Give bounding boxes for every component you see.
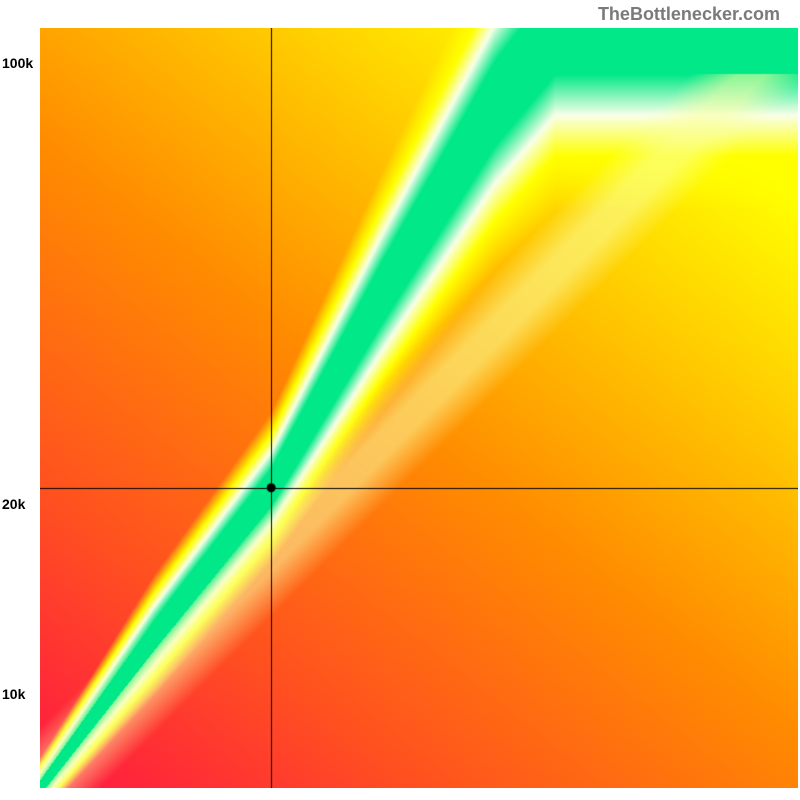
heatmap-plot (40, 28, 798, 788)
y-axis-tick-label: 100k (2, 55, 33, 71)
overlay-canvas (40, 28, 798, 788)
watermark-text: TheBottlenecker.com (598, 4, 780, 25)
y-axis-tick-label: 20k (2, 496, 25, 512)
y-axis-tick-label: 10k (2, 686, 25, 702)
